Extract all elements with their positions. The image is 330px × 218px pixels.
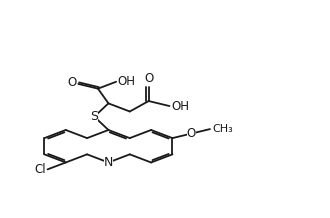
Text: OH: OH [171, 100, 189, 112]
Text: S: S [90, 110, 98, 123]
Text: O: O [67, 76, 77, 89]
Text: O: O [144, 72, 153, 85]
Text: Cl: Cl [34, 163, 46, 176]
Text: OH: OH [118, 75, 136, 88]
Text: O: O [187, 127, 196, 140]
Text: N: N [104, 156, 113, 169]
Text: CH₃: CH₃ [212, 124, 233, 134]
